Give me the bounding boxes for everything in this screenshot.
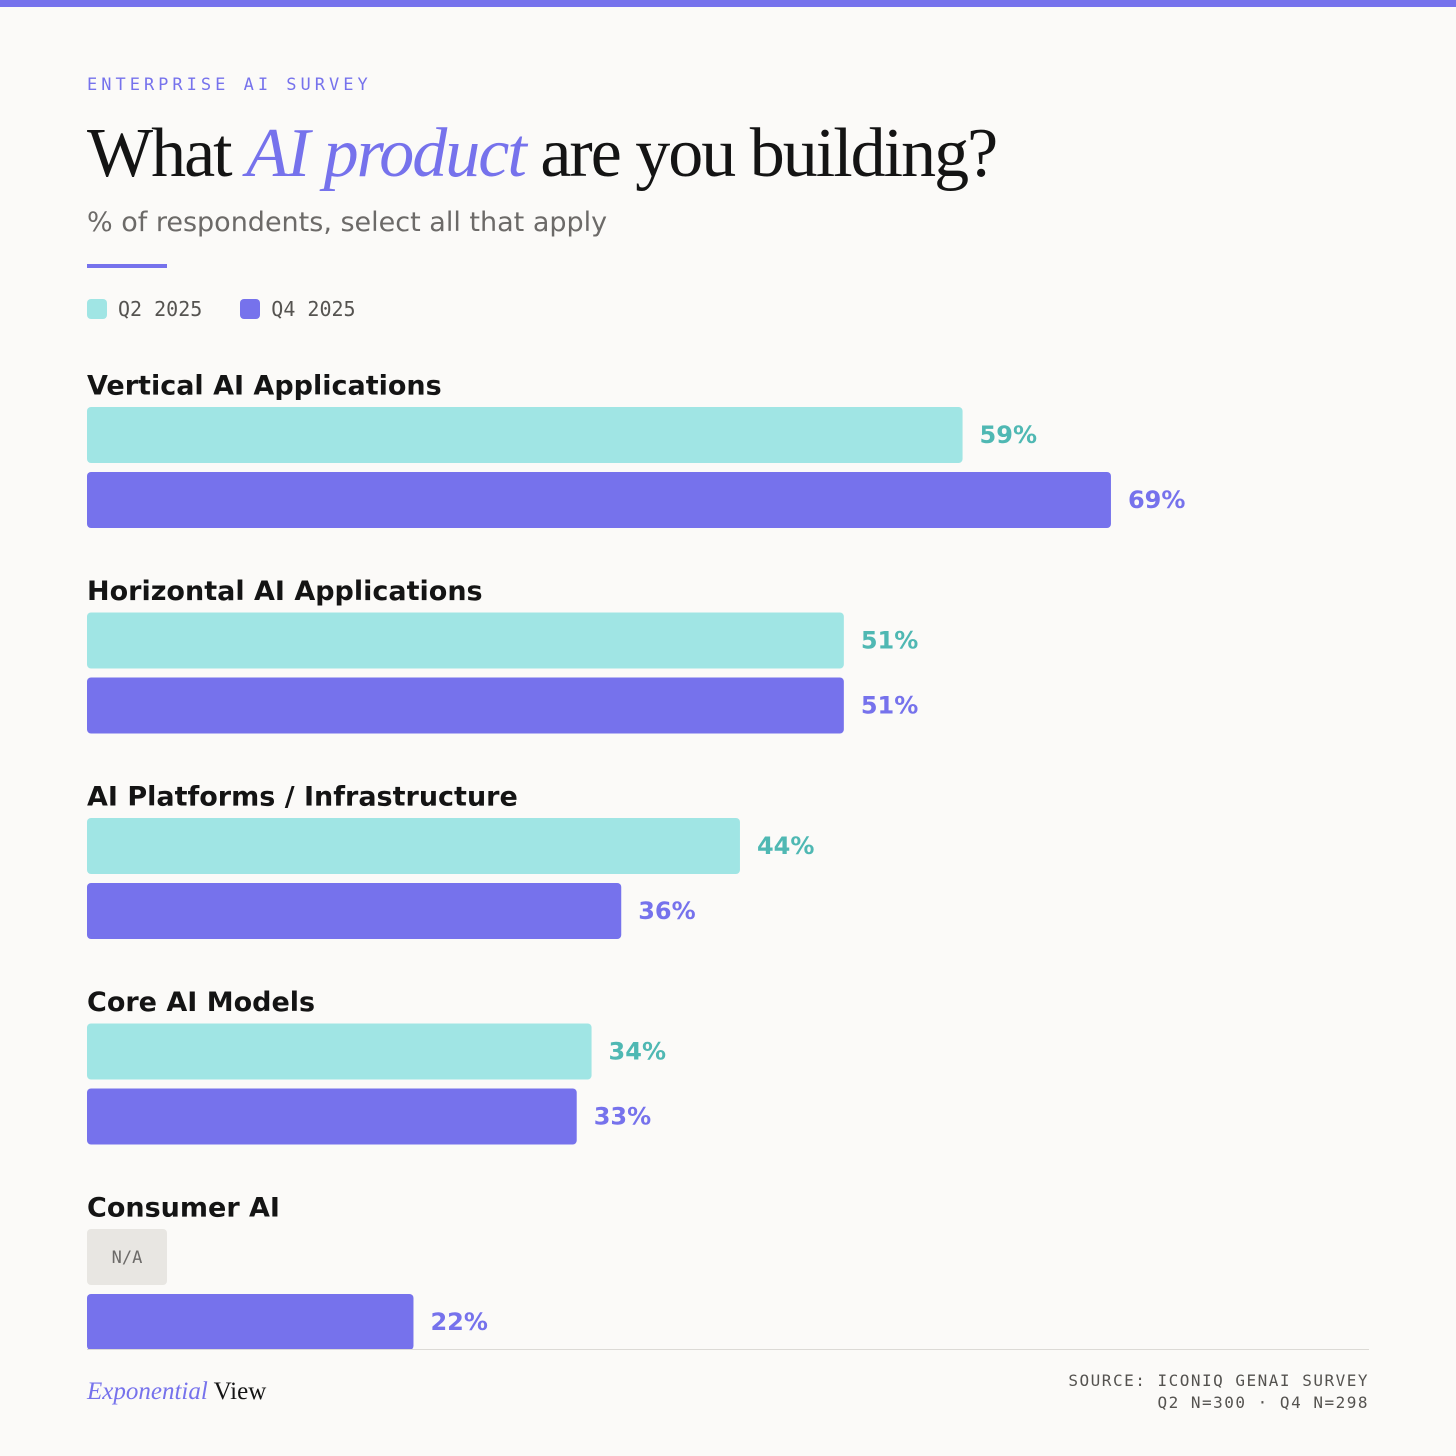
bar-value-label: 69% (1128, 486, 1185, 514)
bar (87, 1294, 414, 1350)
bar (87, 407, 963, 463)
chart-subtitle: % of respondents, select all that apply (87, 207, 608, 238)
bar (87, 1088, 577, 1145)
category-label: AI Platforms / Infrastructure (87, 782, 518, 813)
title-underline (87, 264, 167, 268)
bar (87, 883, 622, 939)
bar (87, 1023, 592, 1080)
bar-value-label: 36% (638, 897, 695, 925)
bar-placeholder (87, 1229, 167, 1285)
title-accent: AI product (246, 115, 527, 192)
title-part2: are you building? (524, 115, 998, 192)
eyebrow: ENTERPRISE AI SURVEY (87, 75, 372, 95)
category-label: Core AI Models (87, 987, 315, 1018)
title-part1: What (87, 115, 247, 192)
legend-item-q4: Q4 2025 (240, 297, 356, 321)
category-label: Consumer AI (87, 1193, 280, 1224)
category-label: Horizontal AI Applications (87, 576, 483, 607)
bar-value-label: 59% (980, 421, 1037, 449)
legend-swatch-q4 (240, 299, 261, 319)
bar-value-label: 22% (430, 1308, 487, 1336)
footer-divider (87, 1349, 1369, 1350)
bar-value-label: 34% (609, 1038, 666, 1066)
bar-value-label: 44% (757, 832, 814, 860)
bar-value-label: 33% (594, 1103, 651, 1131)
legend-item-q2: Q2 2025 (87, 297, 202, 321)
bar (87, 472, 1111, 528)
bar-value-label: 51% (861, 692, 918, 720)
bar-value-label: 51% (861, 627, 918, 655)
source-line1: SOURCE: ICONIQ GENAI SURVEY (1068, 1371, 1369, 1390)
bar (87, 818, 740, 874)
brand-logo: Exponential View (87, 1377, 266, 1407)
category-label: Vertical AI Applications (87, 371, 442, 402)
source-note: SOURCE: ICONIQ GENAI SURVEY Q2 N=300 · Q… (1068, 1370, 1369, 1414)
legend: Q2 2025 Q4 2025 (87, 296, 394, 322)
brand-part2: View (207, 1378, 267, 1405)
legend-swatch-q2 (87, 299, 107, 319)
chart-title: What AI product are you building? (87, 112, 998, 196)
bar (87, 677, 844, 734)
brand-part1: Exponential (87, 1378, 208, 1405)
top-accent-bar (0, 0, 1456, 7)
source-line2: Q2 N=300 · Q4 N=298 (1157, 1393, 1369, 1412)
legend-label-q4: Q4 2025 (271, 297, 356, 321)
bar (87, 612, 844, 669)
bar-na-label: N/A (112, 1248, 143, 1268)
legend-label-q2: Q2 2025 (118, 297, 203, 321)
